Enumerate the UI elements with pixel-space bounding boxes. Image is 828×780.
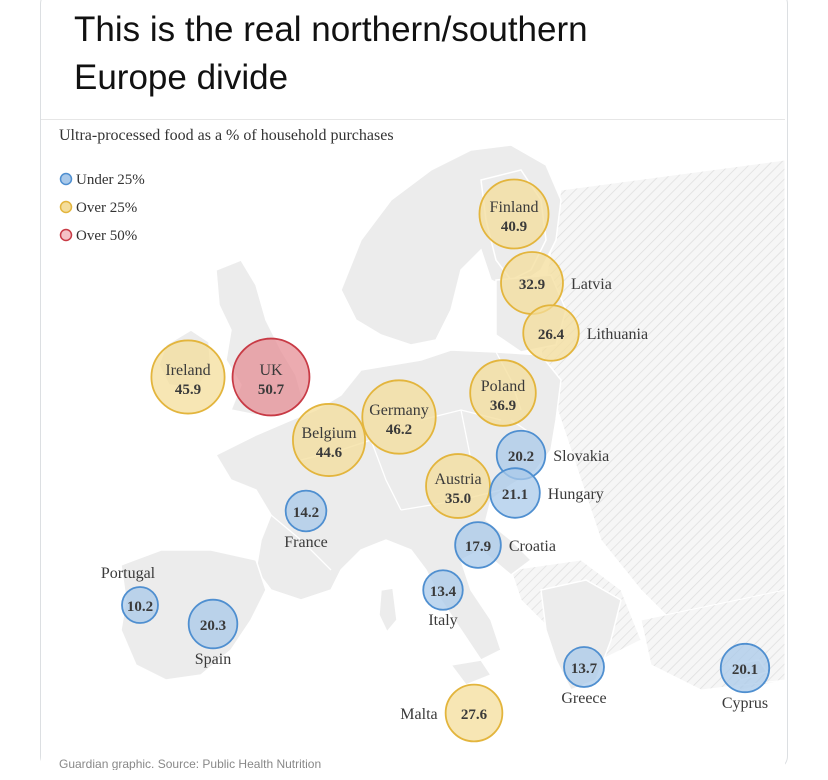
name-label-malta: Malta — [400, 706, 437, 723]
bubble-austria: Austria 35.0 — [425, 453, 491, 519]
bubble-circle-uk — [231, 337, 311, 417]
land-sicily — [449, 659, 493, 686]
legend-swatch-under-25 — [59, 172, 73, 186]
value-label-france: 14.2 — [293, 505, 319, 521]
legend-swatch-over-50 — [59, 228, 73, 242]
bubble-uk: UK 50.7 — [231, 337, 311, 417]
value-label-malta: 27.6 — [461, 707, 488, 723]
bubble-france: 14.2 France — [284, 489, 328, 551]
value-label-greece: 13.7 — [571, 661, 598, 677]
bubble-circle-austria — [425, 453, 491, 519]
bubble-lithuania: 26.4 Lithuania — [522, 304, 648, 362]
value-label-slovakia: 20.2 — [508, 449, 534, 465]
value-label-hungary: 21.1 — [502, 487, 528, 503]
tweet-text: This is the real northern/southern Europ… — [74, 6, 774, 102]
name-label-uk: UK — [259, 362, 283, 379]
name-label-france: France — [284, 534, 328, 551]
bubble-circle-ireland — [150, 339, 226, 415]
value-label-portugal: 10.2 — [127, 599, 153, 615]
value-label-latvia: 32.9 — [519, 277, 545, 293]
name-label-cyprus: Cyprus — [722, 695, 768, 712]
value-label-belgium: 44.6 — [316, 445, 343, 461]
bubble-hungary: 21.1 Hungary — [489, 467, 604, 519]
bubble-malta: 27.6 Malta — [400, 683, 504, 743]
name-label-italy: Italy — [428, 612, 457, 629]
bubble-greece: 13.7 Greece — [561, 646, 607, 707]
name-label-hungary: Hungary — [548, 486, 604, 503]
value-label-italy: 13.4 — [430, 584, 457, 600]
name-label-lithuania: Lithuania — [587, 326, 648, 343]
bubble-italy: 13.4 Italy — [422, 569, 464, 629]
legend-label-under-25: Under 25% — [76, 172, 145, 188]
value-label-uk: 50.7 — [258, 382, 285, 398]
bubble-circle-hungary — [489, 467, 541, 519]
value-label-germany: 46.2 — [386, 422, 412, 438]
bubble-ireland: Ireland 45.9 — [150, 339, 226, 415]
name-label-finland: Finland — [490, 199, 539, 216]
bubble-circle-germany — [361, 379, 437, 455]
land-sardinia — [378, 587, 398, 634]
graphic-source: Guardian graphic. Source: Public Health … — [59, 757, 321, 770]
bubble-circle-france — [284, 489, 328, 533]
value-label-croatia: 17.9 — [465, 539, 491, 555]
name-label-slovakia: Slovakia — [553, 448, 609, 465]
bubble-germany: Germany 46.2 — [361, 379, 437, 455]
bubble-circle-croatia — [454, 521, 502, 569]
bubble-spain: 20.3 Spain — [187, 598, 239, 668]
graphic-title: Ultra-processed food as a % of household… — [59, 127, 394, 144]
name-label-spain: Spain — [195, 651, 231, 668]
bubble-circle-belgium — [292, 403, 366, 477]
bubble-circle-finland — [478, 178, 550, 250]
bubble-poland: Poland 36.9 — [469, 359, 537, 427]
name-label-croatia: Croatia — [509, 538, 556, 555]
bubble-circle-malta — [444, 683, 504, 743]
tweet-text-line-1: This is the real northern/southern — [74, 10, 588, 49]
bubble-circle-cyprus — [719, 642, 771, 694]
media-divider — [41, 119, 785, 120]
name-label-germany: Germany — [369, 402, 429, 419]
bubble-slovakia: 20.2 Slovakia — [495, 429, 609, 481]
name-label-austria: Austria — [434, 471, 481, 488]
name-label-poland: Poland — [481, 378, 525, 395]
legend-item-over-50: Over 50% — [59, 228, 137, 244]
bubble-belgium: Belgium 44.6 — [292, 403, 366, 477]
map-graphic-image[interactable]: Ultra-processed food as a % of household… — [41, 120, 785, 770]
value-label-cyprus: 20.1 — [732, 662, 758, 678]
map-graphic: Ultra-processed food as a % of household… — [59, 127, 785, 770]
tweet-text-line-2: Europe divide — [74, 58, 289, 97]
bubble-portugal: 10.2 Portugal — [101, 565, 159, 624]
legend-label-over-50: Over 50% — [76, 228, 137, 244]
bubble-cyprus: 20.1 Cyprus — [719, 642, 771, 712]
bubble-circle-italy — [422, 569, 464, 611]
bubble-circle-greece — [563, 646, 605, 688]
bubble-circle-spain — [187, 598, 239, 650]
name-label-latvia: Latvia — [571, 276, 612, 293]
legend-label-over-25: Over 25% — [76, 200, 137, 216]
country-bubbles: Finland 40.9 32.9 Latvia 26.4 Lithuania Irelan… — [101, 178, 771, 743]
bubble-latvia: 32.9 Latvia — [500, 251, 612, 315]
name-label-ireland: Ireland — [165, 362, 210, 379]
legend-item-under-25: Under 25% — [59, 172, 145, 188]
legend-item-over-25: Over 25% — [59, 200, 137, 216]
legend-swatch-over-25 — [59, 200, 73, 214]
value-label-spain: 20.3 — [200, 618, 226, 634]
value-label-lithuania: 26.4 — [538, 327, 565, 343]
bubble-croatia: 17.9 Croatia — [454, 521, 556, 569]
bubble-circle-lithuania — [522, 304, 580, 362]
bubble-circle-portugal — [121, 586, 159, 624]
name-label-belgium: Belgium — [301, 425, 357, 442]
value-label-austria: 35.0 — [445, 491, 471, 507]
value-label-finland: 40.9 — [501, 219, 527, 235]
bubble-circle-poland — [469, 359, 537, 427]
bubble-finland: Finland 40.9 — [478, 178, 550, 250]
legend: Under 25% Over 25% Over 50% — [59, 172, 145, 244]
name-label-portugal: Portugal — [101, 565, 156, 582]
name-label-greece: Greece — [561, 690, 606, 707]
value-label-ireland: 45.9 — [175, 382, 201, 398]
value-label-poland: 36.9 — [490, 398, 516, 414]
